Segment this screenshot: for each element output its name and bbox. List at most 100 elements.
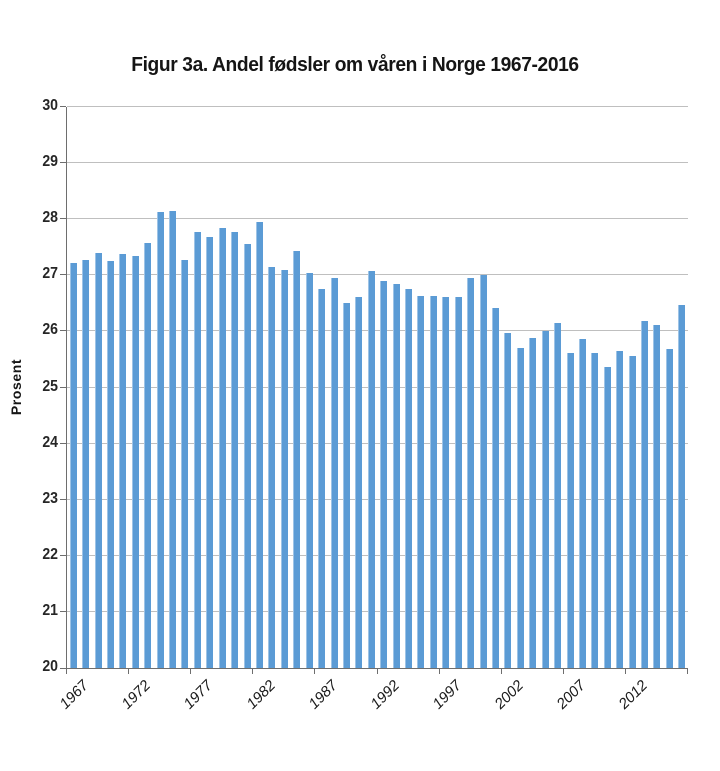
- bar-2000: [479, 275, 487, 668]
- bar-2010: [603, 367, 611, 668]
- xtick-mark-4: [314, 668, 316, 674]
- bar-2012: [628, 356, 636, 668]
- ytick-label-30: 30: [42, 97, 58, 114]
- xtick-mark-5: [376, 668, 378, 674]
- ytick-label-23: 23: [42, 489, 58, 507]
- ytick-label-24: 24: [42, 433, 58, 451]
- bar-1987: [318, 289, 326, 668]
- ytick-mark-26: [60, 330, 66, 332]
- bar-1967: [69, 262, 77, 668]
- gridline-27: [67, 274, 688, 276]
- bar-2007: [566, 353, 574, 668]
- bar-1993: [392, 284, 400, 668]
- bar-2008: [578, 338, 586, 668]
- bar-1983: [268, 267, 276, 668]
- xtick-label-2007: 2007: [553, 677, 590, 713]
- ytick-mark-24: [60, 442, 66, 444]
- ytick-label-25: 25: [42, 377, 58, 395]
- xtick-label-1992: 1992: [367, 677, 403, 713]
- bar-1999: [467, 277, 475, 668]
- bar-1976: [181, 260, 189, 668]
- bar-2004: [529, 337, 537, 668]
- xtick-label-2012: 2012: [615, 677, 652, 713]
- bar-1971: [119, 253, 127, 668]
- xtick-mark-7: [500, 668, 502, 674]
- ytick-mark-20: [60, 668, 66, 669]
- xtick-mark-8: [562, 668, 564, 674]
- bar-1968: [82, 259, 90, 668]
- xtick-label-1977: 1977: [180, 677, 217, 713]
- bar-1980: [231, 232, 239, 668]
- gridline-26: [67, 330, 688, 332]
- plot-area: [66, 106, 688, 669]
- xtick-mark-6: [438, 668, 440, 674]
- xtick-mark-9: [624, 668, 626, 674]
- bar-2015: [665, 349, 673, 668]
- bar-1972: [131, 256, 139, 668]
- xtick-mark-1: [128, 668, 130, 674]
- bar-1970: [106, 261, 114, 668]
- bar-2011: [616, 351, 624, 668]
- gridline-25: [67, 386, 688, 388]
- bar-1992: [380, 280, 388, 668]
- xtick-mark-0: [66, 668, 67, 674]
- bar-1995: [417, 296, 425, 668]
- ytick-mark-27: [60, 274, 66, 276]
- ytick-label-20: 20: [42, 658, 58, 675]
- xtick-label-1987: 1987: [305, 677, 341, 713]
- bar-1997: [442, 296, 450, 668]
- ytick-label-26: 26: [42, 321, 58, 339]
- xtick-mark-3: [252, 668, 254, 674]
- xtick-label-1972: 1972: [118, 677, 155, 713]
- bar-2001: [491, 307, 499, 668]
- bar-1989: [342, 303, 350, 668]
- bar-2006: [554, 323, 562, 668]
- bar-1998: [454, 296, 462, 668]
- bar-2003: [516, 348, 524, 668]
- ytick-label-27: 27: [42, 265, 58, 283]
- bar-1988: [330, 278, 338, 668]
- bar-2016: [678, 305, 686, 668]
- xtick-mark-2: [190, 668, 192, 674]
- ytick-label-21: 21: [42, 601, 58, 619]
- ytick-mark-25: [60, 386, 66, 388]
- gridline-30: [67, 106, 688, 107]
- bar-2009: [591, 352, 599, 668]
- bar-2002: [504, 333, 512, 668]
- bar-1979: [218, 227, 226, 668]
- bar-1978: [206, 237, 214, 668]
- ytick-mark-21: [60, 610, 66, 612]
- ytick-mark-23: [60, 498, 66, 500]
- xtick-label-1997: 1997: [429, 677, 465, 713]
- xtick-label-1967: 1967: [56, 677, 93, 713]
- y-axis-title: Prosent: [8, 358, 24, 416]
- ytick-mark-30: [60, 106, 66, 107]
- bar-1969: [94, 252, 102, 668]
- bar-1990: [355, 297, 363, 668]
- bar-1994: [405, 288, 413, 668]
- ytick-label-22: 22: [42, 545, 58, 563]
- bar-1973: [144, 242, 152, 668]
- bar-2013: [641, 320, 649, 668]
- bar-1991: [367, 270, 375, 668]
- bar-1984: [280, 269, 288, 668]
- ytick-mark-28: [60, 218, 66, 220]
- bar-1975: [169, 210, 177, 668]
- xtick-label-2002: 2002: [491, 677, 527, 713]
- bar-2005: [541, 331, 549, 668]
- bar-2014: [653, 325, 661, 668]
- gridline-23: [67, 498, 688, 500]
- bar-1982: [256, 222, 263, 668]
- chart-title: Figur 3a. Andel fødsler om våren i Norge…: [131, 54, 579, 76]
- gridline-22: [67, 554, 688, 556]
- gridline-21: [67, 610, 688, 612]
- ytick-label-28: 28: [42, 209, 58, 227]
- bar-1981: [243, 244, 251, 668]
- gridline-29: [67, 162, 688, 164]
- gridline-28: [67, 218, 688, 220]
- bar-1977: [193, 231, 201, 668]
- xtick-mark-10: [687, 668, 688, 674]
- bar-1986: [305, 272, 313, 668]
- ytick-mark-29: [60, 162, 66, 164]
